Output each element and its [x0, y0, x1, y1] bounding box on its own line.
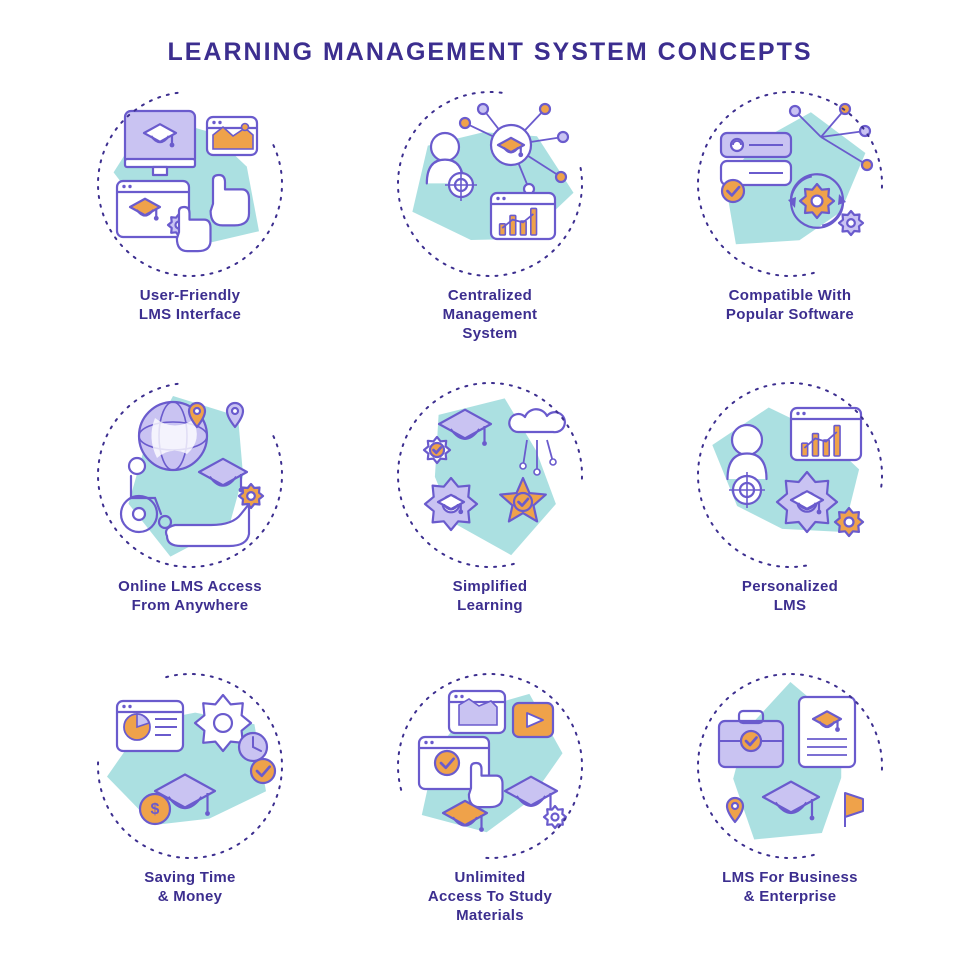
- concept-label: Simplified Learning: [453, 578, 528, 616]
- concept-label: Unlimited Access To Study Materials: [428, 869, 552, 925]
- page-title: LEARNING MANAGEMENT SYSTEM CONCEPTS: [50, 40, 930, 65]
- saving-icon: $: [95, 671, 285, 861]
- simplified-icon: [395, 380, 585, 570]
- concept-item: Compatible With Popular Software: [650, 89, 930, 368]
- concept-item: $ Saving Time & Money: [50, 671, 330, 950]
- centralized-icon: [395, 89, 585, 279]
- concept-item: Centralized Management System: [350, 89, 630, 368]
- concept-item: User-Friendly LMS Interface: [50, 89, 330, 368]
- concept-item: Personalized LMS: [650, 380, 930, 659]
- materials-icon: [395, 671, 585, 861]
- concept-item: Online LMS Access From Anywhere: [50, 380, 330, 659]
- concept-item: Unlimited Access To Study Materials: [350, 671, 630, 950]
- anywhere-icon: [95, 380, 285, 570]
- concept-label: LMS For Business & Enterprise: [722, 869, 858, 907]
- concept-item: Simplified Learning: [350, 380, 630, 659]
- concept-label: Compatible With Popular Software: [726, 287, 854, 325]
- concepts-grid: User-Friendly LMS Interface Centralized M…: [50, 89, 930, 950]
- concept-label: User-Friendly LMS Interface: [139, 287, 241, 325]
- concept-label: Saving Time & Money: [144, 869, 235, 907]
- business-icon: [695, 671, 885, 861]
- concept-label: Online LMS Access From Anywhere: [118, 578, 262, 616]
- concept-label: Personalized LMS: [742, 578, 838, 616]
- compatible-icon: [695, 89, 885, 279]
- concept-item: LMS For Business & Enterprise: [650, 671, 930, 950]
- interface-icon: [95, 89, 285, 279]
- concept-label: Centralized Management System: [443, 287, 538, 343]
- svg-text:$: $: [151, 801, 160, 818]
- personalized-icon: [695, 380, 885, 570]
